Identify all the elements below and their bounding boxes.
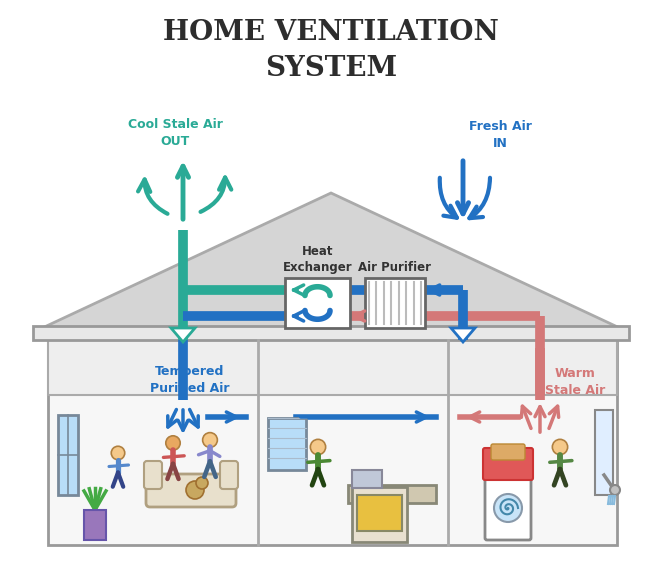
Bar bbox=[48, 340, 617, 395]
Circle shape bbox=[552, 439, 567, 455]
FancyBboxPatch shape bbox=[144, 461, 162, 489]
Bar bbox=[348, 485, 436, 503]
FancyBboxPatch shape bbox=[285, 278, 350, 328]
Bar bbox=[352, 470, 382, 488]
Circle shape bbox=[186, 481, 204, 499]
Circle shape bbox=[203, 433, 217, 447]
Text: Tempered
Purified Air: Tempered Purified Air bbox=[150, 365, 230, 395]
Circle shape bbox=[196, 477, 208, 489]
Bar bbox=[595, 410, 613, 495]
FancyBboxPatch shape bbox=[483, 448, 533, 480]
Text: SYSTEM: SYSTEM bbox=[265, 55, 397, 81]
Text: HOME VENTILATION: HOME VENTILATION bbox=[163, 19, 499, 46]
Polygon shape bbox=[38, 193, 624, 330]
FancyBboxPatch shape bbox=[485, 478, 531, 540]
Text: Cool Stale Air
OUT: Cool Stale Air OUT bbox=[128, 118, 222, 148]
Text: Air Purifier: Air Purifier bbox=[359, 261, 432, 274]
Text: Heat
Exchanger: Heat Exchanger bbox=[283, 245, 352, 274]
Circle shape bbox=[310, 439, 326, 455]
Circle shape bbox=[610, 485, 620, 495]
Bar bbox=[84, 510, 106, 540]
Bar bbox=[48, 340, 617, 545]
Bar bbox=[58, 415, 78, 495]
Circle shape bbox=[494, 494, 522, 522]
Polygon shape bbox=[451, 328, 475, 342]
FancyBboxPatch shape bbox=[146, 474, 236, 507]
Bar bbox=[268, 418, 306, 470]
Text: Warm
Stale Air: Warm Stale Air bbox=[545, 367, 605, 397]
FancyBboxPatch shape bbox=[365, 278, 425, 328]
FancyBboxPatch shape bbox=[220, 461, 238, 489]
Text: Fresh Air
IN: Fresh Air IN bbox=[469, 120, 532, 150]
Bar bbox=[33, 326, 629, 340]
Circle shape bbox=[111, 446, 124, 460]
Polygon shape bbox=[171, 328, 195, 342]
FancyBboxPatch shape bbox=[491, 444, 525, 460]
Bar bbox=[357, 495, 402, 531]
Circle shape bbox=[166, 436, 180, 450]
Bar bbox=[352, 487, 407, 542]
